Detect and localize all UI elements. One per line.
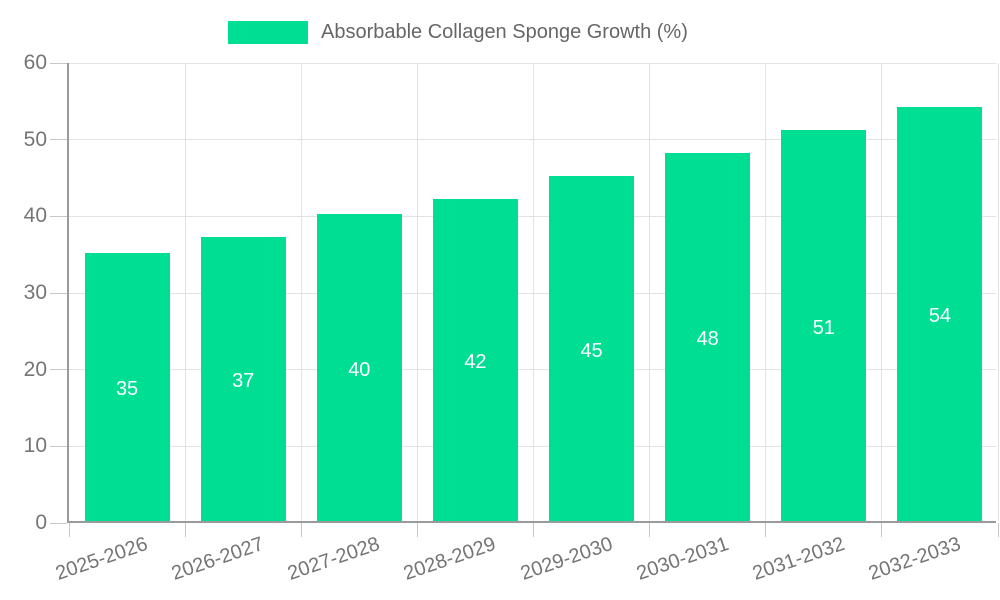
x-axis-tick xyxy=(997,523,999,537)
v-gridline xyxy=(533,63,534,521)
legend-swatch-icon xyxy=(228,20,308,44)
x-axis-tick xyxy=(649,523,651,537)
x-tick-label: 2025-2026 xyxy=(52,532,151,585)
y-axis-tick xyxy=(50,139,67,141)
bar[interactable] xyxy=(781,130,867,521)
bar[interactable] xyxy=(665,153,751,521)
y-axis-tick xyxy=(50,62,67,64)
y-tick-label: 20 xyxy=(23,357,47,381)
v-gridline xyxy=(184,63,186,521)
x-tick-label: 2026-2027 xyxy=(169,532,267,585)
bar[interactable] xyxy=(84,252,170,521)
h-gridline xyxy=(69,215,996,217)
plot-area: 0 10 20 30 40 50 60 35 2025-2026 37 2026-2027 40 202… xyxy=(24,51,999,585)
h-gridline xyxy=(69,445,996,447)
x-tick-label: 2029-2030 xyxy=(517,532,616,585)
x-tick-label: 2027-2028 xyxy=(285,532,383,585)
x-tick-label: 2028-2029 xyxy=(401,532,499,585)
legend-label: Absorbable Collagen Sponge Growth (%) xyxy=(321,21,688,43)
h-gridline xyxy=(69,139,996,141)
y-tick-label: 50 xyxy=(23,127,47,151)
y-tick-label: 30 xyxy=(23,281,47,304)
x-tick-label: 2031-2032 xyxy=(749,532,848,585)
legend-item[interactable]: Absorbable Collagen Sponge Growth (%) xyxy=(228,20,688,44)
v-gridline xyxy=(997,63,999,521)
x-axis-tick xyxy=(881,523,883,537)
y-tick-label: 0 xyxy=(35,511,47,534)
bar[interactable] xyxy=(549,176,635,521)
y-axis-tick xyxy=(50,369,67,371)
x-axis-tick xyxy=(533,523,534,537)
y-axis-tick xyxy=(50,215,67,217)
y-axis-tick xyxy=(50,445,67,447)
y-tick-label: 10 xyxy=(23,434,47,458)
bar[interactable] xyxy=(897,107,983,521)
x-axis-tick xyxy=(68,523,70,537)
v-gridline xyxy=(649,63,651,521)
bar[interactable] xyxy=(200,237,286,521)
bar[interactable] xyxy=(316,214,402,521)
bar[interactable] xyxy=(432,199,518,521)
v-gridline xyxy=(881,63,883,521)
x-tick-label: 2030-2031 xyxy=(633,532,732,585)
y-axis-tick xyxy=(50,292,67,294)
y-tick-label: 60 xyxy=(23,51,47,74)
v-gridline xyxy=(300,63,302,521)
v-gridline xyxy=(416,63,418,521)
y-axis-tick xyxy=(50,522,67,524)
h-gridline xyxy=(69,369,996,371)
x-axis-tick xyxy=(184,523,186,537)
h-gridline xyxy=(69,62,996,64)
x-axis-tick xyxy=(300,523,302,537)
x-axis-tick xyxy=(416,523,418,537)
h-gridline xyxy=(69,292,996,294)
v-gridline xyxy=(765,63,767,521)
y-tick-label: 40 xyxy=(23,204,47,228)
x-tick-label: 2032-2033 xyxy=(865,532,964,585)
x-axis-tick xyxy=(765,523,767,537)
